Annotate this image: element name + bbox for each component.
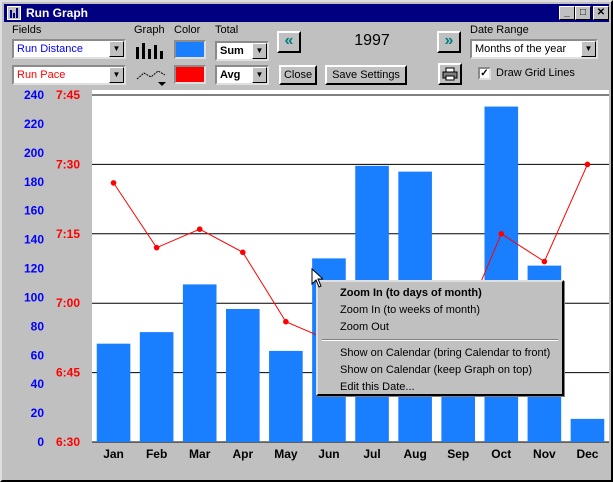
close-window-button[interactable]: ✕ bbox=[593, 6, 609, 20]
bar-may bbox=[269, 350, 303, 442]
x-tick-label: Mar bbox=[189, 447, 211, 461]
menu-item-show-calendar-front[interactable]: Show on Calendar (bring Calendar to fron… bbox=[340, 347, 551, 359]
bar-jan bbox=[96, 343, 131, 442]
total2-value: Avg bbox=[220, 69, 241, 81]
field2-select[interactable]: Run Pace ▼ bbox=[12, 65, 126, 85]
y-left-tick-label: 140 bbox=[24, 233, 44, 247]
date-range-value: Months of the year bbox=[475, 43, 567, 55]
pace-point-jan bbox=[110, 180, 117, 186]
bar-feb bbox=[139, 332, 174, 442]
draw-grid-lines-label: Draw Grid Lines bbox=[496, 67, 575, 79]
pace-point-may bbox=[283, 318, 289, 325]
y-left-tick-label: 60 bbox=[31, 348, 45, 362]
total1-value: Sum bbox=[220, 45, 244, 57]
mouse-pointer-icon bbox=[311, 268, 323, 288]
field1-color-swatch[interactable] bbox=[174, 40, 206, 59]
x-tick-label: Apr bbox=[232, 447, 253, 461]
close-button[interactable]: Close bbox=[279, 65, 317, 85]
title-bar[interactable]: Run Graph _ □ ✕ bbox=[4, 4, 609, 22]
y-left-tick-label: 120 bbox=[24, 262, 44, 276]
fields-label: Fields bbox=[12, 24, 42, 36]
pace-point-nov bbox=[541, 258, 548, 265]
menu-item-show-calendar-top[interactable]: Show on Calendar (keep Graph on top) bbox=[340, 364, 533, 376]
maximize-button[interactable]: □ bbox=[575, 6, 591, 20]
y-left-tick-label: 80 bbox=[31, 319, 45, 333]
window-title: Run Graph bbox=[26, 6, 88, 20]
pace-point-apr bbox=[239, 249, 246, 256]
field2-color-swatch[interactable] bbox=[174, 65, 206, 84]
y-left-tick-label: 160 bbox=[24, 204, 44, 218]
x-tick-label: Dec bbox=[576, 447, 598, 461]
graph-label: Graph bbox=[134, 24, 165, 36]
line-graph-type-icon[interactable] bbox=[134, 65, 170, 87]
x-tick-label: Feb bbox=[146, 447, 167, 461]
y-left-tick-label: 100 bbox=[24, 290, 44, 304]
bar-mar bbox=[182, 284, 217, 442]
y-left-tick-label: 240 bbox=[24, 90, 44, 102]
y-left-tick-label: 200 bbox=[24, 146, 44, 160]
chevron-down-icon[interactable]: ▼ bbox=[109, 41, 124, 57]
y-left-tick-label: 20 bbox=[31, 406, 45, 420]
x-tick-label: Sep bbox=[447, 447, 469, 461]
y-left-tick-label: 220 bbox=[24, 117, 44, 131]
double-chevron-right-icon: » bbox=[444, 32, 454, 49]
previous-year-button[interactable]: « bbox=[277, 31, 301, 53]
y-right-tick-label: 6:45 bbox=[56, 366, 80, 380]
pace-point-mar bbox=[196, 226, 203, 232]
y-right-tick-label: 6:30 bbox=[56, 435, 80, 449]
next-year-button[interactable]: » bbox=[437, 31, 461, 53]
chevron-down-icon[interactable]: ▼ bbox=[581, 41, 596, 57]
date-range-select[interactable]: Months of the year ▼ bbox=[470, 39, 598, 59]
x-tick-label: Oct bbox=[491, 447, 511, 461]
bar-dec bbox=[570, 418, 605, 442]
minimize-button[interactable]: _ bbox=[559, 6, 575, 20]
menu-separator bbox=[322, 339, 558, 341]
app-icon bbox=[7, 6, 21, 20]
date-range-label: Date Range bbox=[470, 24, 529, 36]
double-chevron-left-icon: « bbox=[284, 32, 294, 49]
context-menu: Zoom In (to days of month) Zoom In (to w… bbox=[316, 280, 564, 396]
x-tick-label: Jun bbox=[318, 447, 339, 461]
chevron-down-icon[interactable]: ▼ bbox=[252, 43, 267, 59]
total2-select[interactable]: Avg ▼ bbox=[215, 65, 269, 85]
year-display: 1997 bbox=[354, 32, 390, 49]
menu-item-edit-date[interactable]: Edit this Date... bbox=[340, 381, 415, 393]
chevron-down-icon[interactable]: ▼ bbox=[109, 67, 124, 83]
menu-item-zoom-out[interactable]: Zoom Out bbox=[340, 321, 389, 333]
bar-graph-type-icon[interactable] bbox=[134, 39, 166, 61]
field1-select[interactable]: Run Distance ▼ bbox=[12, 39, 126, 59]
printer-icon bbox=[442, 67, 458, 81]
x-tick-label: Jan bbox=[103, 447, 124, 461]
y-left-tick-label: 180 bbox=[24, 175, 44, 189]
color-label: Color bbox=[174, 24, 201, 36]
bar-apr bbox=[225, 308, 260, 442]
print-button[interactable] bbox=[438, 63, 462, 85]
field1-value: Run Distance bbox=[17, 43, 84, 55]
y-right-tick-label: 7:30 bbox=[56, 157, 80, 171]
x-tick-label: Aug bbox=[403, 447, 426, 461]
draw-grid-lines-checkbox[interactable]: ✓ bbox=[478, 67, 491, 80]
y-left-tick-label: 0 bbox=[37, 435, 44, 449]
y-right-tick-label: 7:45 bbox=[56, 90, 80, 102]
field2-value: Run Pace bbox=[17, 69, 66, 81]
menu-item-zoom-in-days[interactable]: Zoom In (to days of month) bbox=[340, 287, 482, 299]
pace-point-oct bbox=[498, 231, 505, 237]
y-right-tick-label: 7:00 bbox=[56, 296, 80, 310]
total1-select[interactable]: Sum ▼ bbox=[215, 41, 269, 61]
x-tick-label: Nov bbox=[533, 447, 556, 461]
pace-point-dec bbox=[584, 161, 591, 168]
x-tick-label: Jul bbox=[363, 447, 380, 461]
pace-point-feb bbox=[153, 244, 160, 251]
y-right-tick-label: 7:15 bbox=[56, 227, 80, 241]
chevron-down-icon[interactable]: ▼ bbox=[252, 67, 267, 83]
menu-item-zoom-in-weeks[interactable]: Zoom In (to weeks of month) bbox=[340, 304, 480, 316]
save-settings-button[interactable]: Save Settings bbox=[325, 65, 407, 85]
y-left-tick-label: 40 bbox=[31, 377, 45, 391]
x-tick-label: May bbox=[274, 447, 298, 461]
total-label: Total bbox=[215, 24, 239, 36]
